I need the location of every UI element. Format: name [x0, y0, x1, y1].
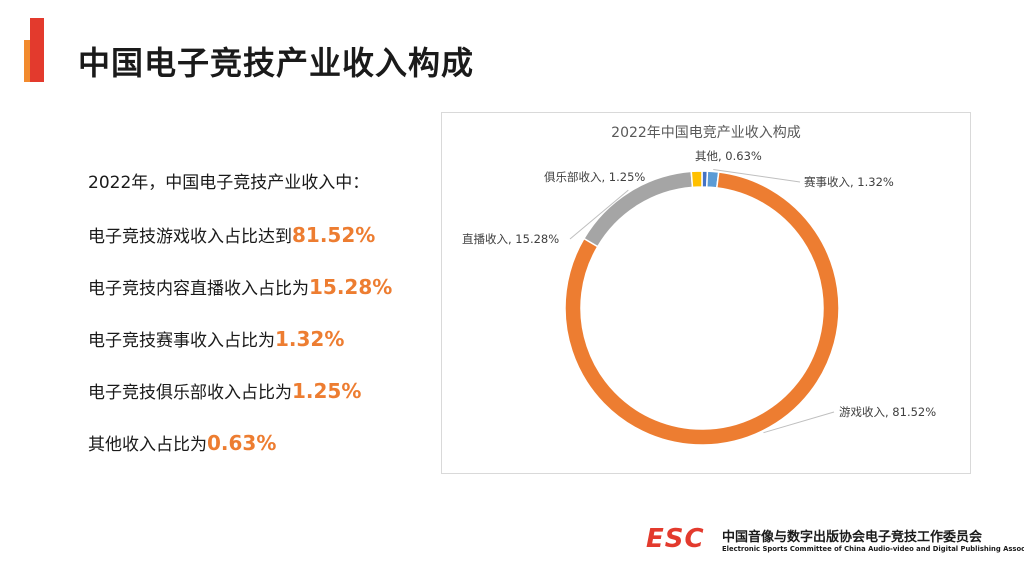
slice-label-2: 游戏收入, 81.52%: [839, 405, 936, 419]
slice-label-4: 俱乐部收入, 1.25%: [544, 170, 645, 184]
summary-item-label: 其他收入占比为: [88, 435, 207, 455]
summary-item-clubs: 电子竞技俱乐部收入占比为1.25%: [88, 376, 418, 428]
summary-intro: 2022年，中国电子竞技产业收入中：: [88, 173, 370, 193]
donut-chart-container: 2022年中国电竞产业收入构成 其他, 0.63% 赛事收入, 1.32% 游戏收入…: [441, 112, 971, 474]
summary-item-streaming: 电子竞技内容直播收入占比为15.28%: [88, 272, 418, 324]
slice-label-0: 其他, 0.63%: [695, 149, 762, 163]
title-accent-bar: [30, 18, 44, 82]
chart-title: 2022年中国电竞产业收入构成: [611, 124, 801, 141]
esc-logo-text: ESC: [646, 526, 705, 550]
footer-org-cn: 中国音像与数字出版协会电子竞技工作委员会: [722, 530, 983, 545]
summary-item-value: 0.63%: [207, 431, 277, 455]
leader-line-2: [763, 411, 835, 434]
donut-chart: 2022年中国电竞产业收入构成 其他, 0.63% 赛事收入, 1.32% 游戏收入…: [462, 124, 936, 446]
slice-label-1: 赛事收入, 1.32%: [804, 175, 894, 189]
page-title: 中国电子竞技产业收入构成: [78, 44, 475, 82]
summary-item-game: 电子竞技游戏收入占比达到81.52%: [88, 220, 418, 272]
title-accent-bar-secondary: [24, 40, 30, 82]
summary-item-label: 电子竞技赛事收入占比为: [88, 331, 275, 351]
summary-item-label: 电子竞技俱乐部收入占比为: [88, 383, 292, 403]
summary-item-label: 电子竞技游戏收入占比达到: [88, 227, 292, 247]
leader-line-3: [569, 189, 629, 240]
summary-item-value: 81.52%: [292, 223, 376, 247]
summary-item-value: 1.25%: [292, 379, 362, 403]
leader-line-1: [713, 168, 801, 183]
summary-item-label: 电子竞技内容直播收入占比为: [88, 279, 309, 299]
slice-label-3: 直播收入, 15.28%: [462, 232, 559, 246]
summary-item-value: 1.32%: [275, 327, 345, 351]
donut-slice-4: [690, 170, 703, 189]
summary-item-events: 电子竞技赛事收入占比为1.32%: [88, 324, 418, 376]
summary-item-other: 其他收入占比为0.63%: [88, 428, 418, 480]
summary-text-block: 2022年，中国电子竞技产业收入中： 电子竞技游戏收入占比达到81.52% 电子…: [88, 168, 418, 480]
summary-item-value: 15.28%: [309, 275, 393, 299]
esc-logo: ESC: [646, 526, 705, 550]
footer-org-en: Electronic Sports Committee of China Aud…: [722, 545, 1024, 553]
